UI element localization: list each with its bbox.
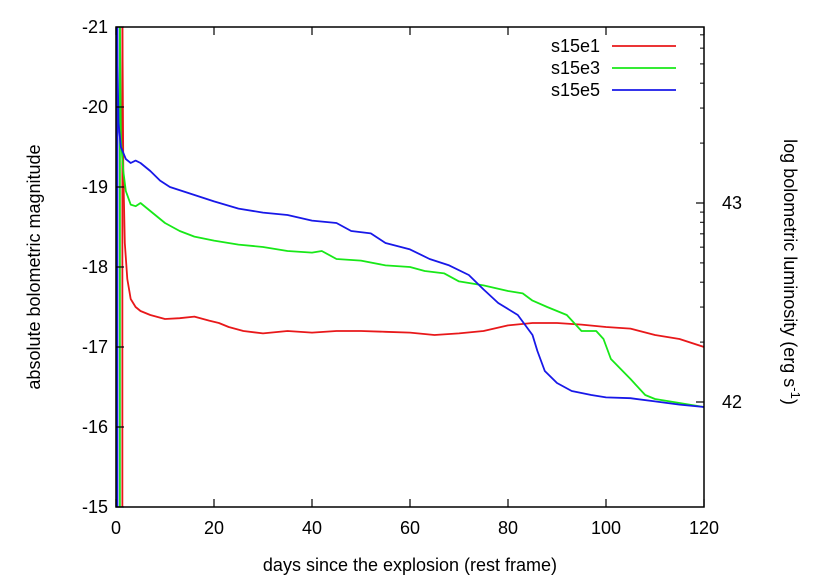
- x-tick-label: 0: [111, 518, 121, 538]
- legend-label-s15e1: s15e1: [551, 36, 600, 56]
- x-tick-label: 100: [591, 518, 621, 538]
- y-tick-label: -15: [82, 497, 108, 517]
- x-tick-label: 20: [204, 518, 224, 538]
- y2-tick-label: 43: [722, 193, 742, 213]
- series-line-s15e1: [121, 27, 704, 348]
- series-lines-layer: [116, 27, 704, 507]
- legend-label-s15e5: s15e5: [551, 80, 600, 100]
- x-axis-title: days since the explosion (rest frame): [263, 555, 557, 575]
- y-tick-label: -18: [82, 257, 108, 277]
- x-tick-label: 80: [498, 518, 518, 538]
- series-line-s15e3: [119, 27, 704, 408]
- y2-tick-label: 42: [722, 392, 742, 412]
- y-axis-title: absolute bolometric magnitude: [24, 144, 44, 389]
- y-tick-label: -16: [82, 417, 108, 437]
- x-tick-label: 60: [400, 518, 420, 538]
- y-tick-label: -20: [82, 97, 108, 117]
- y2-axis-title-main: log bolometric luminosity (erg s: [780, 139, 800, 387]
- y-tick-label: -19: [82, 177, 108, 197]
- y-tick-label: -17: [82, 337, 108, 357]
- legend-label-s15e3: s15e3: [551, 58, 600, 78]
- y-tick-label: -21: [82, 17, 108, 37]
- ticks-layer: 0 20 40 60 80 100 120 -21 -20 -19 -18 -17 -16 -15 42 43: [82, 17, 742, 538]
- x-tick-label: 120: [689, 518, 719, 538]
- y2-axis-title-end: ): [780, 399, 800, 405]
- x-tick-label: 40: [302, 518, 322, 538]
- series-line-s15e5: [116, 27, 704, 408]
- y2-axis-title: log bolometric luminosity (erg s-1): [780, 139, 803, 405]
- y2-axis-title-sup: -1: [788, 387, 803, 399]
